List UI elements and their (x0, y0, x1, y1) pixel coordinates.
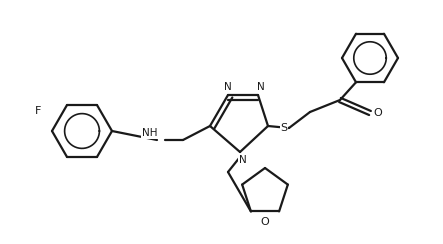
Text: N: N (257, 82, 265, 92)
Text: NH: NH (142, 128, 158, 138)
Text: O: O (373, 108, 382, 118)
Text: F: F (35, 106, 41, 116)
Text: N: N (224, 82, 232, 92)
Text: S: S (280, 123, 288, 133)
Text: N: N (239, 155, 247, 165)
Text: O: O (260, 217, 269, 227)
